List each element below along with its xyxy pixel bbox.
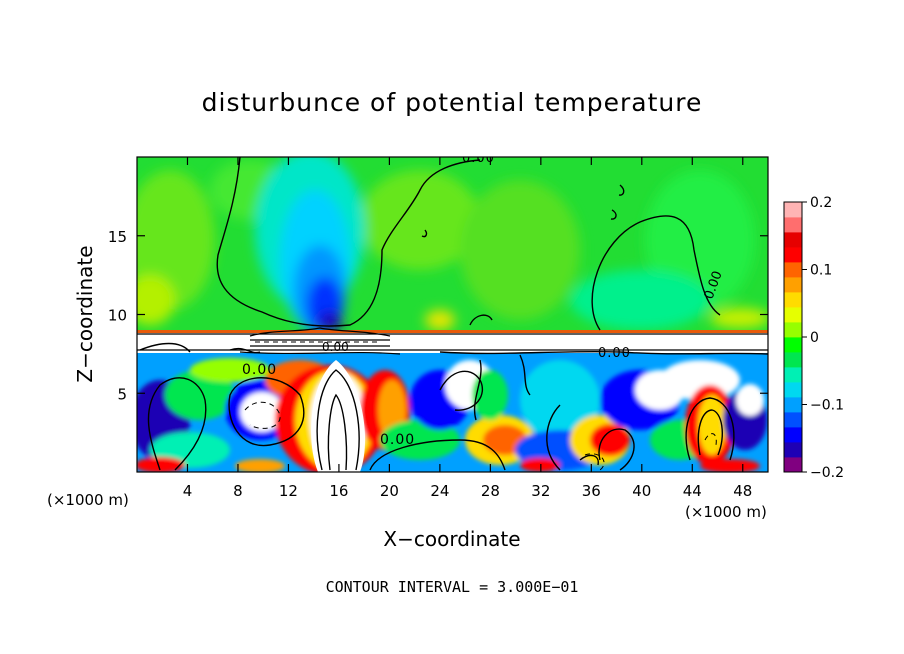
- y-tick-label: 10: [108, 307, 127, 325]
- colorbar-tick-label: 0.2: [810, 195, 832, 211]
- contour-label: 0.00: [462, 151, 495, 166]
- x-tick-label: 4: [183, 482, 193, 500]
- x-tick-label: 24: [430, 482, 449, 500]
- y-axis: 5 10 15: [108, 228, 768, 403]
- x-tick-label: 40: [632, 482, 651, 500]
- colorbar-swatch: [784, 337, 802, 353]
- x-axis-label: X−coordinate: [383, 527, 520, 551]
- colorbar-swatch: [784, 247, 802, 263]
- colorbar-ticks: 0.2 0.1 0 −0.1 −0.2: [802, 195, 844, 481]
- colorbar-swatch: [784, 457, 802, 473]
- footer-text: CONTOUR INTERVAL = 3.000E−01: [326, 578, 579, 596]
- contour-label: 0.00: [242, 362, 277, 378]
- colorbar-tick-label: 0: [810, 330, 819, 346]
- chart-title: disturbunce of potential temperature: [202, 88, 703, 117]
- colorbar-swatch: [784, 427, 802, 443]
- band-top-line: [137, 330, 768, 333]
- contour-dashed: [244, 341, 717, 471]
- x-tick-label: 8: [233, 482, 243, 500]
- colorbar-swatch: [784, 397, 802, 413]
- colorbar-swatch: [784, 232, 802, 248]
- colorbar-swatch: [784, 277, 802, 293]
- colorbar-swatch: [784, 307, 802, 323]
- x-tick-label: 48: [733, 482, 752, 500]
- colorbar-swatch: [784, 217, 802, 233]
- colorbar-swatch: [784, 262, 802, 278]
- x-unit-left: (×1000 m): [47, 491, 129, 509]
- colorbar-swatch: [784, 322, 802, 338]
- white-band: [137, 333, 768, 353]
- colorbar-swatch: [784, 352, 802, 368]
- colorbar-tick-label: 0.1: [810, 263, 832, 279]
- plot-area: 0.00 0.00 0.00 0.00 0.00 0.00: [137, 151, 768, 472]
- x-tick-label: 32: [531, 482, 550, 500]
- colorbar-swatch: [784, 382, 802, 398]
- y-axis-label: Z−coordinate: [73, 245, 97, 382]
- colorbar-swatch: [784, 292, 802, 308]
- x-tick-label: 44: [683, 482, 702, 500]
- upper-field-texture: [137, 157, 768, 335]
- colorbar-tick-label: −0.1: [810, 398, 844, 414]
- x-tick-label: 12: [279, 482, 298, 500]
- x-tick-label: 20: [380, 482, 399, 500]
- x-tick-label: 16: [329, 482, 348, 500]
- x-axis: 4 8 12 16 20 24 28 32 36 40 44 48: [183, 157, 752, 500]
- contour-label: 0.00: [598, 346, 631, 361]
- colorbar-swatch: [784, 412, 802, 428]
- y-tick-label: 5: [117, 385, 127, 403]
- colorbar-swatch: [784, 367, 802, 383]
- x-tick-label: 28: [481, 482, 500, 500]
- contour-label: 0.00: [380, 432, 415, 448]
- contour-lines: [139, 157, 768, 471]
- contour-label: 0.00: [322, 340, 349, 354]
- colorbar: [784, 202, 802, 473]
- x-unit-right: (×1000 m): [685, 503, 767, 521]
- colorbar-swatch: [784, 202, 802, 218]
- x-tick-label: 36: [582, 482, 601, 500]
- colorbar-tick-label: −0.2: [810, 465, 844, 481]
- y-tick-label: 15: [108, 228, 127, 246]
- band-contours: [239, 327, 401, 355]
- colorbar-swatch: [784, 442, 802, 458]
